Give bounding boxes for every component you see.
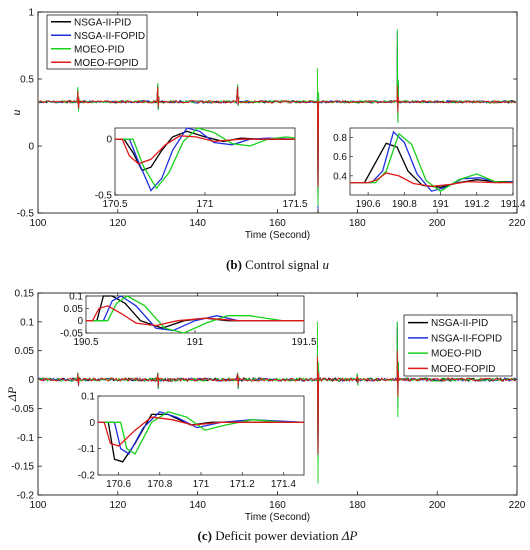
x-axis-label: Time (Second) — [245, 512, 310, 523]
inset-x-tick-label: 191 — [432, 199, 449, 210]
y-tick-label: -0.05 — [11, 404, 34, 415]
inset-y-tick-label: 0.4 — [333, 171, 347, 182]
x-tick-label: 200 — [429, 218, 446, 229]
inset-y-tick-label: 0 — [89, 418, 95, 429]
inset-series-line-nsga-ii-pid — [350, 142, 513, 188]
series-line-moeo-fopid — [37, 350, 517, 455]
y-axis-label: ΔP — [5, 386, 19, 402]
inset-y-tick-label: 0.1 — [69, 292, 83, 303]
inset-x-tick-label: 171 — [197, 199, 214, 210]
inset-x-tick-label: 190.6 — [356, 199, 381, 210]
legend-box — [403, 314, 513, 377]
y-axis-label: u — [9, 110, 23, 116]
x-tick-label: 160 — [269, 500, 286, 511]
inset-series-line-moeo-pid — [98, 411, 304, 455]
legend-label: NSGA-II-PID — [74, 17, 131, 28]
inset-frame — [97, 395, 305, 476]
legend-label: NSGA-II-PID — [431, 318, 488, 329]
inset-series-line-nsga-ii-fopid — [350, 130, 514, 192]
legend: NSGA-II-PID NSGA-II-FOPID MOEO-PID MOEO-FOP… — [403, 314, 513, 377]
y-tick-label: -0.5 — [17, 209, 35, 220]
series-line-moeo-pid — [37, 321, 517, 484]
inset-x-tick-label: 191 — [187, 337, 204, 348]
legend-label: MOEO-PID — [431, 349, 482, 360]
x-tick-label: 200 — [429, 500, 446, 511]
y-tick-label: -0.15 — [11, 462, 34, 473]
caption-text: Control signal — [242, 257, 323, 272]
caption-label: (b) — [226, 257, 242, 272]
legend-label: MOEO-PID — [74, 44, 125, 55]
y-tick-label: 0.05 — [15, 346, 35, 357]
inset-series-line-moeo-fopid — [86, 305, 304, 327]
inset-y-tick-label: 0.05 — [64, 304, 84, 315]
legend-label: MOEO-FOPID — [431, 364, 495, 375]
x-tick-label: 140 — [189, 500, 206, 511]
x-tick-label: 120 — [109, 500, 126, 511]
panel-caption: (b) Control signal u — [226, 257, 329, 272]
x-axis-label: Time (Second) — [245, 230, 310, 241]
y-tick-label: -0.1 — [17, 433, 35, 444]
inset-y-tick-label: 0 — [106, 135, 112, 146]
x-tick-label: 140 — [189, 218, 206, 229]
legend-label: NSGA-II-FOPID — [431, 333, 502, 344]
legend-label: MOEO-FOPID — [74, 58, 138, 69]
inset-x-tick-label: 191.4 — [500, 199, 525, 210]
caption-symbol: ΔP — [341, 528, 358, 543]
legend-box — [46, 14, 148, 70]
legend: NSGA-II-PID NSGA-II-FOPID MOEO-PID MOEO-FOP… — [46, 14, 148, 70]
x-tick-label: 180 — [349, 500, 366, 511]
inset-y-tick-label: -0.05 — [60, 329, 83, 340]
inset-x-tick-label: 170.6 — [106, 479, 131, 490]
inset-series-line-moeo-fopid — [98, 416, 304, 447]
caption-label: (c) — [198, 528, 212, 543]
y-tick-label: 0.5 — [20, 75, 34, 86]
legend-label: NSGA-II-FOPID — [74, 31, 145, 42]
y-tick-label: 0 — [28, 375, 34, 386]
inset-plot: 190.5 191 191.5 -0.05 00.050.1 — [60, 292, 317, 349]
x-tick-label: 100 — [30, 500, 47, 511]
y-tick-label: 0 — [28, 142, 34, 153]
caption-symbol: u — [322, 257, 329, 272]
inset-x-tick-label: 171.5 — [282, 199, 307, 210]
inset-plot: 190.6 190.8 191 191.2 191.4 0.4 0.6 0.8 — [333, 127, 526, 210]
inset-x-tick-label: 191.2 — [464, 199, 489, 210]
panel-caption: (c) Deficit power deviation ΔP — [198, 528, 358, 543]
x-tick-label: 220 — [509, 218, 526, 229]
panel-b: 100 120 140 160 180 200 220 -0.5 0 0.5 1 NSGA-II-PI… — [9, 8, 526, 273]
inset-x-tick-label: 170.8 — [147, 479, 172, 490]
inset-x-tick-label: 191.5 — [291, 337, 316, 348]
inset-y-tick-label: -0.5 — [95, 191, 113, 202]
y-tick-label: 1 — [28, 8, 34, 19]
inset-y-tick-label: -0.2 — [78, 471, 96, 482]
inset-x-tick-label: 190.8 — [392, 199, 417, 210]
inset-x-tick-label: 171.2 — [230, 479, 255, 490]
y-tick-label: 0.15 — [15, 289, 35, 300]
inset-y-tick-label: 0 — [77, 316, 83, 327]
inset-plot: 170.5 171 171.5 -0.5 0 — [95, 127, 308, 210]
caption-text: Deficit power deviation — [212, 528, 342, 543]
inset-y-tick-label: 0.8 — [333, 133, 347, 144]
y-tick-label: 0.1 — [20, 317, 34, 328]
series-line-moeo-fopid — [37, 85, 516, 187]
inset-x-tick-label: 171 — [193, 479, 210, 490]
inset-y-tick-label: 0.1 — [81, 392, 95, 403]
inset-x-tick-label: 170.5 — [102, 199, 127, 210]
inset-plot: 170.6 170.8 171 171.2 171.4 -0.2 -0.1 0 0.1 — [78, 392, 305, 490]
inset-y-tick-label: -0.1 — [78, 444, 96, 455]
x-tick-label: 220 — [509, 500, 526, 511]
x-tick-label: 160 — [269, 218, 286, 229]
inset-x-tick-label: 190.5 — [73, 337, 98, 348]
x-tick-label: 180 — [349, 218, 366, 229]
inset-y-tick-label: 0.6 — [333, 152, 347, 163]
x-tick-label: 120 — [109, 218, 126, 229]
inset-series-line-moeo-fopid — [350, 172, 513, 188]
x-tick-label: 100 — [30, 218, 47, 229]
inset-series-line-nsga-ii-fopid — [98, 411, 305, 455]
inset-x-tick-label: 171.4 — [271, 479, 296, 490]
panel-c: 100 120 140 160 180 200 220 -0.2 -0.15 -0.1 -0.05 0… — [5, 289, 526, 544]
y-tick-label: -0.2 — [17, 491, 35, 502]
inset-series-line-moeo-pid — [86, 295, 304, 334]
inset-series-line-moeo-fopid — [115, 135, 295, 165]
